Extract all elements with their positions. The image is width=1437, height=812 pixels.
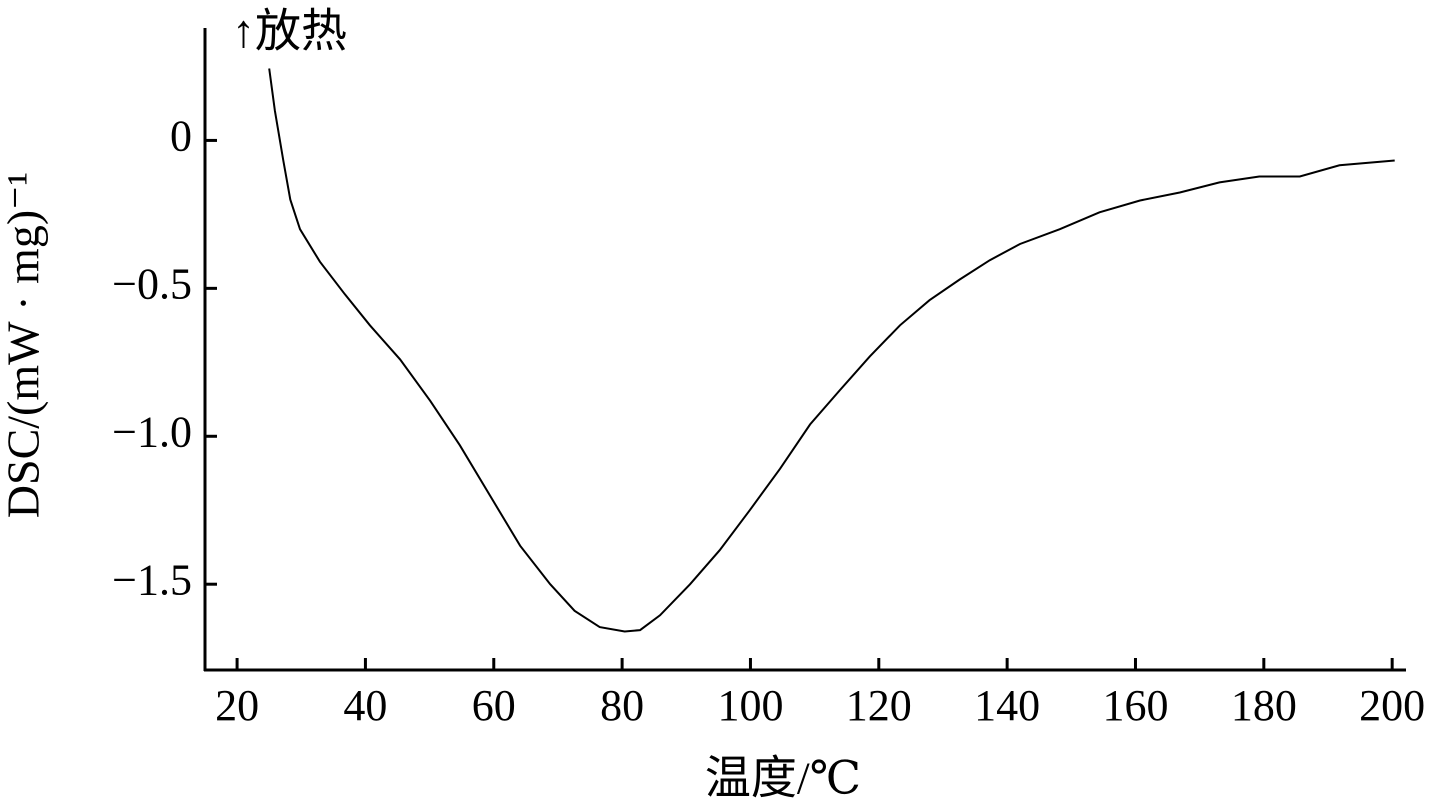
dsc-curve bbox=[268, 68, 1395, 633]
x-axis-title: 温度/℃ bbox=[705, 753, 861, 804]
x-tick-label: 120 bbox=[846, 681, 912, 730]
x-tick-label: 80 bbox=[600, 681, 644, 730]
x-tick-label: 20 bbox=[215, 681, 259, 730]
x-tick-label: 200 bbox=[1359, 681, 1425, 730]
x-tick-label: 140 bbox=[974, 681, 1040, 730]
y-tick-label: −1.0 bbox=[112, 407, 192, 456]
x-tick-label: 160 bbox=[1102, 681, 1168, 730]
x-tick-label: 180 bbox=[1231, 681, 1297, 730]
y-axis-title: DSC/(mW · mg)⁻¹ bbox=[0, 172, 49, 518]
y-tick-label: −0.5 bbox=[112, 259, 192, 308]
x-tick-label: 100 bbox=[717, 681, 783, 730]
y-tick-label: 0 bbox=[170, 112, 192, 161]
x-tick-label: 40 bbox=[343, 681, 387, 730]
x-tick-label: 60 bbox=[472, 681, 516, 730]
annotation: ↑放热 bbox=[232, 6, 347, 57]
y-tick-label: −1.5 bbox=[112, 555, 192, 604]
